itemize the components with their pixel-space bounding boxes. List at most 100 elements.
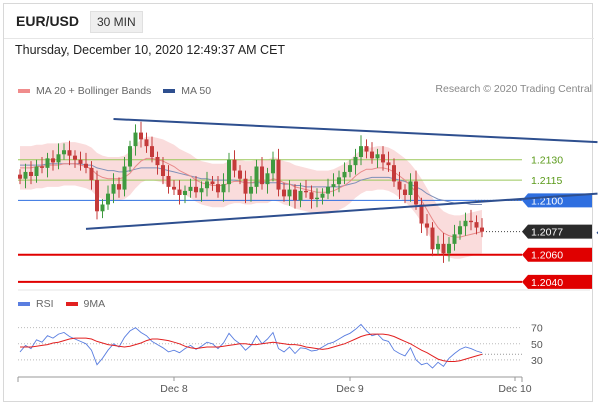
level-tag-4 — [522, 247, 592, 262]
candle-body — [62, 150, 66, 155]
candle-body — [337, 177, 341, 185]
candle-body — [144, 139, 149, 147]
trendline-1 — [85, 192, 598, 230]
candle-body — [370, 151, 374, 159]
candle-body — [139, 132, 143, 140]
candle-body — [408, 181, 413, 195]
chart-frame: EUR/USD 30 MIN — [3, 3, 594, 402]
candle-body — [183, 190, 187, 195]
symbol-label: EUR/USD — [16, 13, 80, 29]
candle-body — [56, 154, 61, 163]
candle-body — [155, 157, 160, 166]
candle-body — [51, 158, 55, 163]
candle-body — [34, 166, 39, 176]
candle-body — [392, 165, 396, 182]
candle-body — [95, 180, 99, 212]
candle-body — [359, 146, 363, 157]
x-tick-label: Dec 10 — [498, 383, 531, 395]
level-label-1: 1.2115 — [531, 175, 562, 187]
candle-body — [40, 166, 44, 168]
legend-swatch-9ma — [65, 302, 78, 306]
research-credit: Research © 2020 Trading Central — [435, 83, 592, 95]
candle-body — [458, 226, 462, 235]
rsi-level-label-2: 30 — [531, 355, 543, 367]
candle-body — [414, 181, 418, 205]
candle-body — [425, 223, 429, 228]
level-label-4: 1.2060 — [531, 250, 563, 262]
candle-body — [161, 165, 165, 176]
candle-body — [117, 184, 121, 190]
candle-body — [133, 132, 138, 147]
timeframe-badge[interactable]: 30 MIN — [90, 11, 143, 33]
candle-body — [227, 159, 231, 185]
legend-label-ma20: MA 20 + Bollinger Bands — [36, 85, 152, 97]
candle-body — [430, 227, 435, 250]
candle-body — [265, 173, 270, 185]
candle-body — [188, 186, 193, 191]
legend-swatch-ma20 — [18, 89, 30, 93]
x-tick-label: Dec 8 — [160, 383, 188, 395]
candle-body — [199, 188, 204, 193]
candle-body — [106, 193, 110, 205]
candle-body — [254, 166, 259, 187]
candle-body — [260, 166, 264, 185]
candle-body — [342, 171, 347, 178]
candle-body — [150, 146, 154, 157]
candle-body — [452, 234, 457, 244]
candle-body — [469, 220, 473, 223]
candle-body — [386, 162, 391, 166]
candle-body — [249, 186, 253, 194]
trendline-0 — [113, 118, 598, 144]
legend-swatch-ma50 — [163, 89, 176, 93]
candle-body — [29, 171, 33, 176]
candle-body — [177, 189, 182, 195]
candle-body — [403, 189, 407, 195]
rsi-line — [19, 323, 483, 369]
rsi-ma9-line — [20, 333, 483, 362]
candle-body — [276, 159, 281, 190]
candle-body — [320, 193, 325, 198]
candle-body — [381, 154, 385, 163]
candle-body — [166, 176, 171, 187]
candle-body — [441, 243, 446, 254]
candle-body — [480, 227, 484, 232]
candle-body — [447, 243, 451, 254]
candle-body — [18, 174, 22, 179]
candle-body — [172, 186, 176, 190]
candle-body — [293, 189, 297, 201]
level-label-3: 1.2077 — [531, 227, 563, 239]
x-tick-label: Dec 9 — [336, 383, 364, 395]
level-tag-3 — [522, 224, 592, 239]
legend-label-rsi: RSI — [36, 298, 54, 310]
candle-body — [100, 204, 105, 212]
level-label-0: 1.2130 — [531, 155, 563, 167]
rsi-level-label-1: 50 — [531, 339, 543, 351]
legend-label-9ma: 9MA — [83, 298, 106, 310]
candle-body — [128, 146, 132, 167]
candle-body — [243, 178, 248, 194]
candle-body — [397, 181, 402, 190]
candle-body — [309, 192, 314, 200]
candle-body — [111, 184, 116, 194]
candle-body — [238, 170, 242, 179]
candle-body — [375, 154, 380, 159]
candle-body — [89, 167, 94, 181]
candle-body — [364, 146, 369, 152]
candle-body — [194, 186, 198, 193]
candle-body — [463, 220, 468, 227]
candle-body — [45, 158, 50, 168]
legend-label-ma50: MA 50 — [181, 85, 212, 97]
candle-body — [23, 171, 28, 179]
legend-main: MA 20 + Bollinger Bands MA 50 — [18, 85, 211, 97]
chart-header: EUR/USD 30 MIN — [4, 4, 594, 39]
level-tag-5 — [522, 274, 592, 289]
legend-swatch-rsi — [18, 302, 30, 306]
candle-body — [326, 186, 330, 194]
candle-body — [298, 190, 303, 201]
candle-body — [78, 159, 83, 164]
legend-rsi: RSI 9MA — [18, 298, 105, 310]
candle-body — [419, 204, 424, 224]
candle-body — [304, 190, 308, 193]
candle-body — [122, 166, 127, 190]
